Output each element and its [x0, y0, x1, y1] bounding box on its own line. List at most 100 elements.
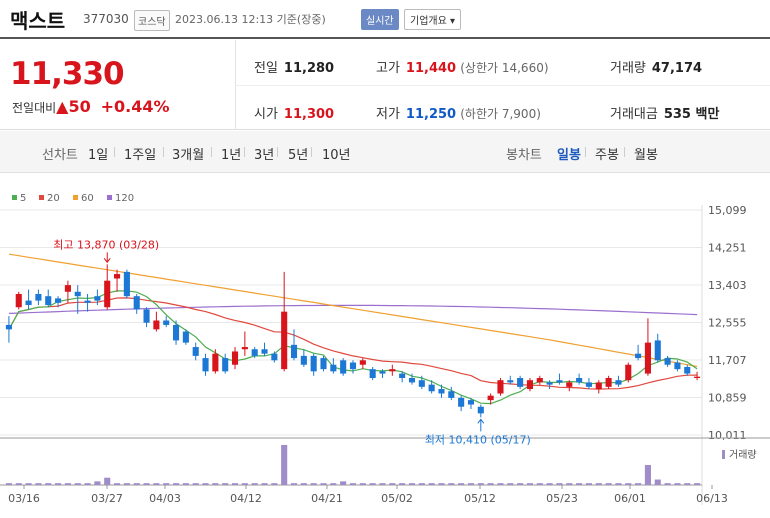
volume-bar: [25, 483, 32, 485]
candle-body: [664, 358, 671, 365]
period-3y[interactable]: 3년: [254, 148, 275, 163]
volume-legend-swatch: [722, 450, 725, 459]
period-1w[interactable]: 1주일: [124, 148, 157, 163]
volume-bar: [694, 483, 701, 485]
divider: [244, 147, 245, 157]
candle-body: [428, 384, 435, 392]
volume-bar: [536, 483, 543, 485]
volume-bar: [202, 483, 209, 485]
candle-body: [45, 296, 52, 306]
candle-body: [340, 360, 347, 374]
candle-body: [369, 369, 376, 378]
volume-bar: [576, 483, 583, 485]
period-10y[interactable]: 10년: [322, 148, 351, 163]
x-tick-label: 04/12: [230, 492, 262, 505]
volume-bar: [526, 483, 534, 485]
volume-bar: [123, 483, 130, 485]
volume-bar: [64, 483, 71, 485]
candle-body: [5, 324, 12, 330]
volume-bar: [45, 483, 52, 485]
candle-body: [399, 373, 406, 378]
stock-code: 377030: [83, 12, 129, 26]
candle-body: [163, 320, 170, 325]
period-1y[interactable]: 1년: [221, 148, 242, 163]
candle-body: [143, 309, 150, 323]
candle-body: [281, 311, 288, 370]
candle-weekly[interactable]: 주봉: [595, 148, 619, 163]
volume-bar: [418, 483, 425, 485]
candle-body: [497, 380, 504, 394]
candle-chart-label: 봉차트: [506, 148, 542, 163]
volume-bar: [212, 483, 219, 485]
volume-bar: [674, 483, 681, 485]
candle-body: [526, 380, 534, 390]
volume-bar: [163, 483, 170, 485]
volume-bar: [55, 483, 62, 485]
volume-bar: [458, 483, 465, 485]
overview-row-divider: [235, 85, 770, 86]
price-overview: 11,330 전일대비▲50 +0.44% 전일 11,280 시가 11,300 …: [0, 40, 770, 130]
divider: [585, 147, 586, 157]
volume-bar: [192, 483, 199, 485]
candle-body: [438, 389, 445, 394]
volume-bar: [644, 465, 651, 485]
period-3m[interactable]: 3개월: [172, 148, 205, 163]
candle-body: [507, 380, 514, 383]
y-tick-label: 15,099: [708, 204, 747, 217]
divider: [211, 147, 212, 157]
volume-bar: [399, 483, 406, 485]
change-value: 50: [68, 97, 91, 116]
legend-swatch: [107, 195, 112, 200]
volume-bar: [664, 483, 671, 485]
candle-body: [320, 358, 327, 370]
candle-daily[interactable]: 일봉: [557, 148, 581, 163]
candle-body: [251, 349, 258, 356]
candle-body: [349, 362, 357, 370]
volume-bar: [261, 483, 268, 485]
volume-bar: [133, 483, 140, 485]
y-tick-label: 14,251: [708, 242, 747, 255]
period-5y[interactable]: 5년: [288, 148, 309, 163]
company-info-dropdown[interactable]: 기업개요 ▾: [404, 9, 461, 30]
candle-body: [231, 351, 239, 365]
volume-bar: [300, 483, 307, 485]
volume-bar: [340, 481, 347, 485]
volume-bar: [438, 483, 445, 485]
legend-label: 60: [81, 193, 94, 204]
timestamp: 2023.06.13 12:13 기준(장중): [175, 13, 326, 26]
candle-body: [684, 366, 691, 374]
x-tick-label: 05/23: [546, 492, 578, 505]
divider: [114, 147, 115, 157]
candle-body: [408, 377, 416, 383]
realtime-button[interactable]: 실시간: [361, 9, 399, 30]
divider: [624, 147, 625, 157]
candle-body: [576, 377, 583, 383]
y-tick-label: 12,555: [708, 317, 747, 330]
legend-swatch: [73, 195, 78, 200]
volume-bar: [74, 483, 81, 485]
volume-bar: [605, 483, 612, 485]
stock-header: 맥스트 377030 코스닥 2023.06.13 12:13 기준(장중) 실…: [0, 0, 770, 38]
period-1d[interactable]: 1일: [88, 148, 109, 163]
high-arrow-icon: [103, 252, 111, 264]
high-annotation: 최고 13,870 (03/28): [53, 238, 159, 251]
volume-bar: [310, 483, 317, 485]
candle-body: [566, 382, 573, 387]
line-chart-label: 선차트: [42, 148, 78, 163]
candle-body: [605, 377, 612, 387]
candle-monthly[interactable]: 월봉: [634, 148, 658, 163]
volume-label: 거래량: [729, 449, 757, 461]
volume-bar: [15, 483, 22, 485]
candle-body: [74, 291, 81, 297]
volume-bar: [330, 483, 337, 485]
volume-bar: [153, 483, 160, 485]
header-divider: [0, 37, 770, 39]
volume-bar: [241, 483, 248, 485]
volume-bar: [566, 483, 573, 485]
candle-body: [55, 298, 62, 303]
legend-label: 20: [47, 193, 60, 204]
candlestick-chart: 5 20 60 120 15,099 14,251 13,403 12,555 11,707 10…: [0, 193, 770, 505]
volume-bar: [369, 483, 376, 485]
volume-bar: [271, 483, 278, 485]
divider: [277, 147, 278, 157]
